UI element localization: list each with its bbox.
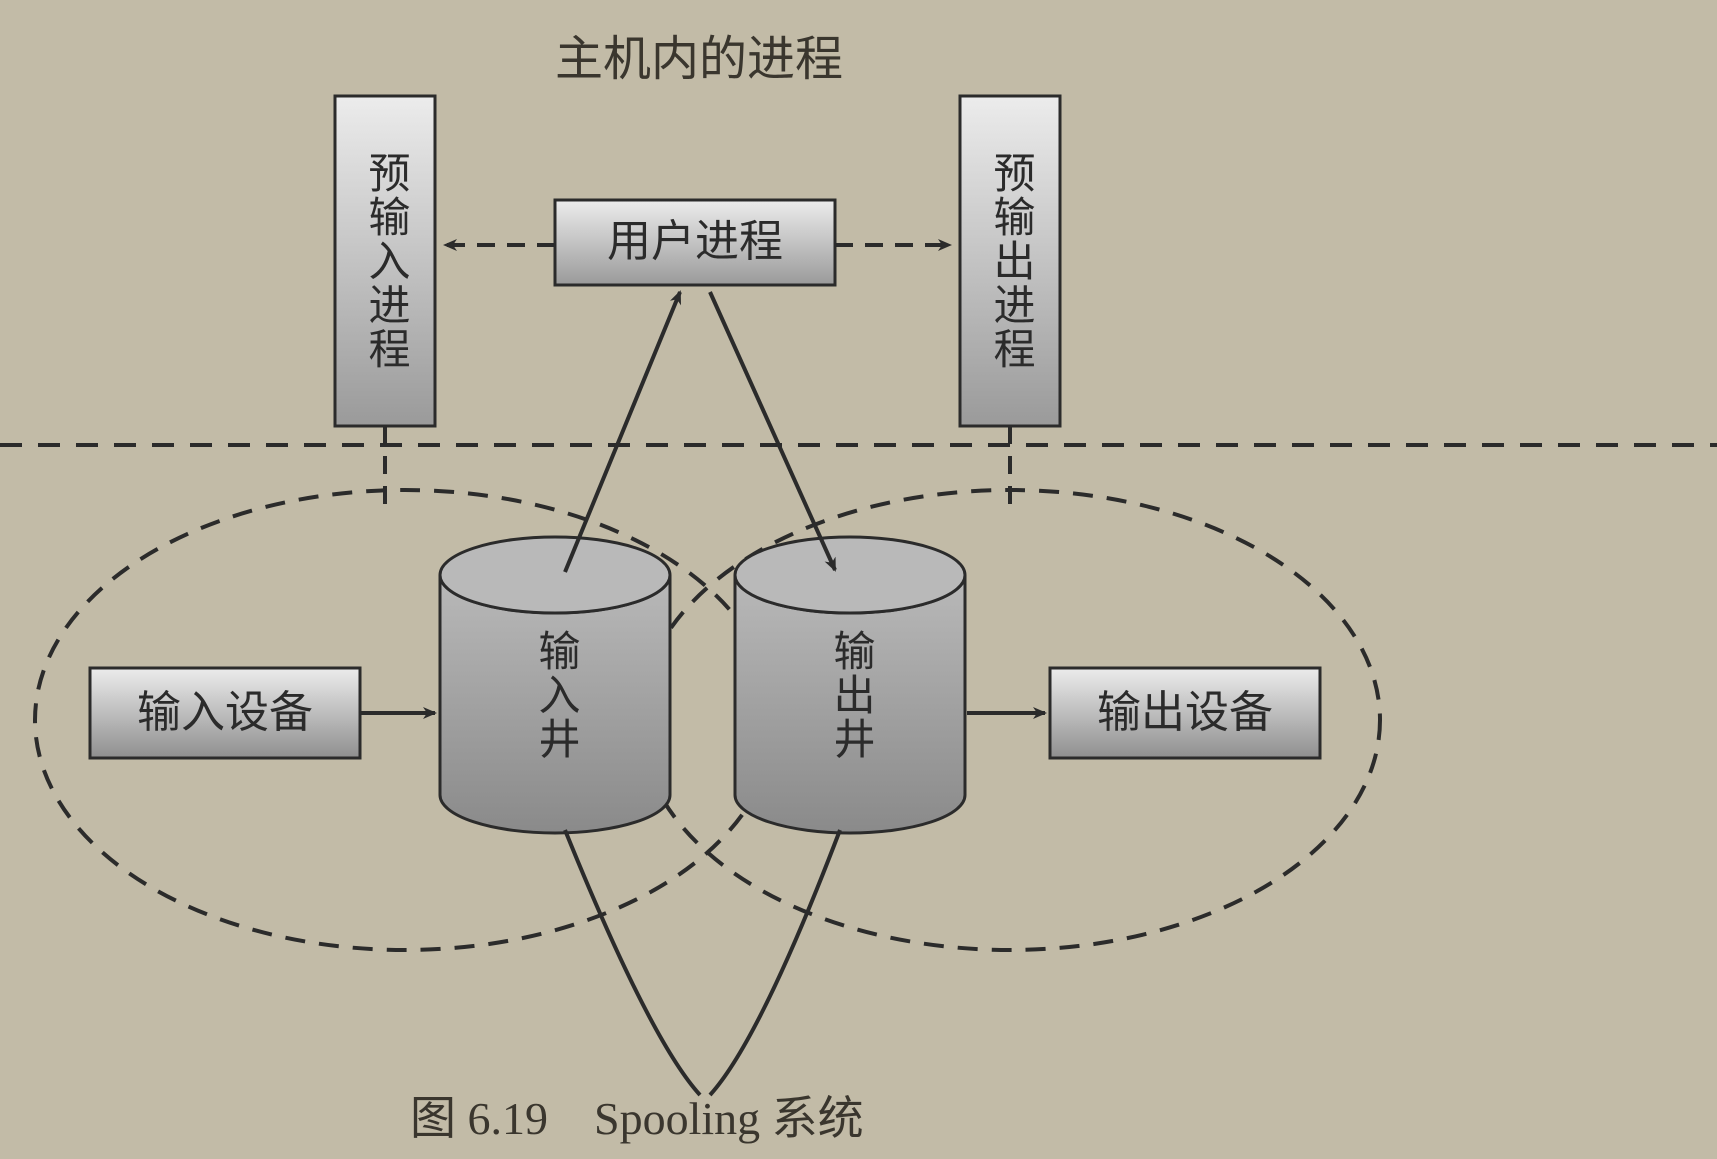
arrow: [565, 292, 680, 572]
cylinder-top-outWell: [735, 537, 965, 613]
box-label-preOutput: 预输出进程: [960, 96, 1060, 426]
box-label-preInput: 预输入进程: [335, 96, 435, 426]
cylinder-label-inWell: 输入井: [525, 605, 585, 785]
curve: [565, 830, 700, 1095]
diagram-title: 主机内的进程: [555, 35, 843, 85]
cylinder-label-outWell: 输出井: [820, 605, 880, 785]
diagram-caption: 图 6.19 Spooling 系统: [410, 1095, 864, 1143]
box-label-outDevice: 输出设备: [1050, 668, 1320, 758]
curve: [710, 830, 840, 1095]
caption-prefix: 图 6.19: [410, 1095, 548, 1143]
box-label-userProc: 用户进程: [555, 200, 835, 285]
arrow: [710, 292, 835, 570]
caption-text: Spooling 系统: [594, 1095, 864, 1143]
diagram-stage: 输入井 输出井 预输入进程 预输出进程 用户进程输入设备 输出设备 主机内的进程图 6.19…: [0, 0, 1717, 1159]
diagram-svg: [0, 0, 1717, 1159]
box-label-inDevice: 输入设备: [90, 668, 360, 758]
cylinder-top-inWell: [440, 537, 670, 613]
